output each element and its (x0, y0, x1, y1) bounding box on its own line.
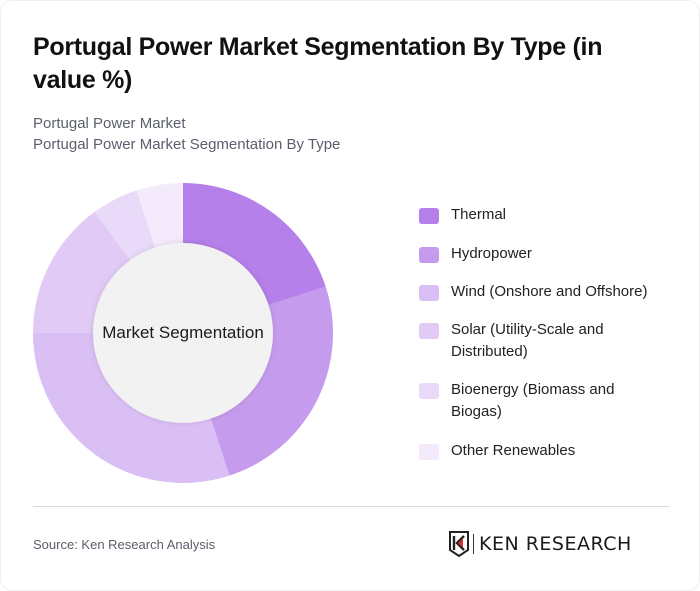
legend-label: Other Renewables (451, 442, 576, 459)
legend-item-solar[interactable]: Solar (Utility-Scale and Distributed) (419, 319, 641, 363)
chart-subtitle-market: Portugal Power Market (33, 115, 186, 132)
legend-item-hydropower[interactable]: Hydropower (419, 243, 532, 265)
donut-center-hole (93, 243, 273, 423)
legend-item-wind[interactable]: Wind (Onshore and Offshore) (419, 281, 647, 303)
logo-separator (473, 534, 474, 554)
footer-divider (33, 506, 669, 507)
ken-research-logo: KEN RESEARCH (449, 531, 632, 557)
legend-swatch (419, 247, 439, 263)
ken-research-logo-icon (449, 531, 469, 557)
legend-label: Bioenergy (Biomass and Biogas) (451, 381, 615, 420)
donut-chart-svg (33, 183, 333, 483)
legend-label: Hydropower (451, 245, 532, 262)
legend-label: Solar (Utility-Scale and Distributed) (451, 321, 604, 360)
legend-label: Wind (Onshore and Offshore) (451, 283, 648, 300)
chart-title: Portugal Power Market Segmentation By Ty… (33, 33, 603, 94)
legend-swatch (419, 444, 439, 460)
legend-label: Thermal (451, 206, 507, 223)
legend-item-bioenergy[interactable]: Bioenergy (Biomass and Biogas) (419, 379, 641, 423)
legend-item-other-renewables[interactable]: Other Renewables (419, 440, 575, 462)
logo-text: KEN RESEARCH (479, 533, 632, 555)
donut-center-label: Market Segmentation (102, 323, 264, 342)
chart-subtitle-segmentation: Portugal Power Market Segmentation By Ty… (33, 136, 341, 153)
legend-swatch (419, 383, 439, 399)
source-note: Source: Ken Research Analysis (33, 537, 216, 552)
legend-swatch (419, 208, 439, 224)
legend-item-thermal[interactable]: Thermal (419, 204, 506, 226)
legend-swatch (419, 285, 439, 301)
donut-chart (33, 183, 333, 483)
legend-swatch (419, 323, 439, 339)
